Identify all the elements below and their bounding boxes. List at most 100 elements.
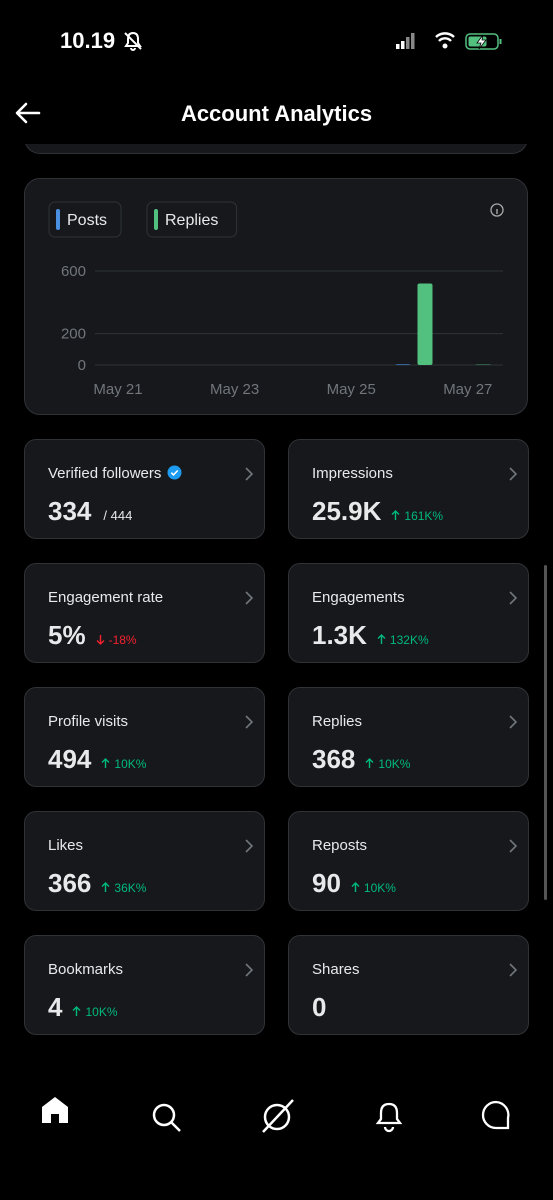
back-button[interactable] (14, 101, 42, 125)
change-arrow (101, 758, 110, 768)
stat-value: 90 10K% (312, 868, 396, 899)
stat-change: 10K% (365, 757, 410, 771)
chevron (245, 591, 254, 605)
legend-swatch (154, 209, 158, 230)
stat-total: / 444 (103, 508, 133, 523)
y-tick-label: 600 (61, 263, 86, 280)
change-text: 36K% (114, 881, 147, 895)
arrow-path (96, 635, 105, 645)
change-arrow (101, 882, 110, 892)
chevron (509, 715, 518, 729)
stat-card[interactable]: Profile visits 494 10K% (24, 687, 265, 787)
stat-card[interactable]: Engagements 1.3K 132K% (288, 563, 529, 663)
stat-card[interactable]: Verified followers 334 / 444 (24, 439, 265, 539)
stat-number: 4 (48, 992, 63, 1022)
change-arrow (72, 1006, 81, 1016)
stat-label: Shares (312, 961, 360, 978)
bottom-nav (42, 1097, 510, 1133)
arrow-path (365, 758, 374, 768)
chevron (509, 591, 518, 605)
stat-number: 494 (48, 744, 92, 774)
stat-card[interactable]: Reposts 90 10K% (288, 811, 529, 911)
header-title: Account Analytics (180, 101, 373, 126)
change-text: 10K% (363, 881, 396, 895)
chevron (245, 963, 254, 977)
change-text: 161K% (404, 509, 444, 523)
stat-number: 90 (312, 868, 341, 898)
stat-value: 368 10K% (312, 744, 410, 775)
change-arrow (351, 882, 360, 892)
stat-card[interactable]: Likes 366 36K% (24, 811, 265, 911)
legend-label: Replies (165, 212, 218, 229)
chevron (245, 467, 254, 481)
bar (395, 364, 411, 365)
change-arrow (391, 510, 400, 520)
arrow-path (101, 758, 110, 768)
stat-change: 10K% (351, 881, 396, 895)
stat-label: Profile visits (48, 713, 129, 730)
stat-number: 366 (48, 868, 92, 898)
y-tick-label: 0 (78, 357, 86, 374)
stat-card[interactable]: Shares 0 (288, 935, 529, 1035)
legend-box (48, 201, 122, 238)
stat-label: Bookmarks (48, 961, 124, 978)
change-text: 132K% (389, 633, 429, 647)
arrow-path (377, 634, 386, 644)
stat-label: Impressions (312, 465, 393, 482)
change-arrow (96, 635, 105, 645)
chart-card: Posts Replies 0 200 600 May 21 May 23 May 25 May… (24, 178, 528, 415)
stat-number: 368 (312, 744, 356, 774)
x-tick-label: May 27 (443, 381, 492, 398)
stat-change: 161K% (391, 509, 443, 523)
stat-card[interactable]: Engagement rate 5% -18% (24, 563, 265, 663)
change-text: 10K% (85, 1005, 118, 1019)
chevron (509, 963, 518, 977)
chevron-path (509, 467, 518, 481)
chevron (245, 715, 254, 729)
stat-label: Likes (48, 837, 84, 854)
chevron-path (509, 963, 518, 977)
chart: Posts Replies 0 200 600 May 21 May 23 May 25 May… (48, 201, 504, 398)
stat-number: 334 (48, 496, 92, 526)
stat-change: 10K% (101, 757, 146, 771)
scrollbar (544, 565, 547, 900)
stat-change: -18% (96, 633, 137, 647)
home-tab[interactable] (42, 1097, 68, 1123)
stat-label: Verified followers (48, 465, 182, 482)
stat-card[interactable]: Bookmarks 4 10K% (24, 935, 265, 1035)
chevron-path (245, 839, 254, 853)
stat-value: 25.9K 161K% (312, 496, 443, 527)
notifications-tab[interactable] (375, 1102, 403, 1133)
stat-value: 494 10K% (48, 744, 146, 775)
verified-badge (167, 465, 182, 480)
badge-check (171, 469, 179, 477)
chevron-path (245, 715, 254, 729)
grok-tab[interactable] (262, 1099, 294, 1133)
change-text: -18% (108, 633, 137, 647)
change-arrow (365, 758, 374, 768)
stat-value: 4 10K% (48, 992, 118, 1023)
chevron (509, 839, 518, 853)
legend-swatch (56, 209, 60, 230)
stat-card[interactable]: Impressions 25.9K 161K% (288, 439, 529, 539)
legend-box (146, 201, 238, 238)
messages-tab[interactable] (481, 1100, 510, 1130)
stat-value: 5% -18% (48, 620, 137, 651)
arrow-path (351, 882, 360, 892)
stat-value: 1.3K 132K% (312, 620, 429, 651)
badge-circle (167, 465, 182, 480)
chevron-path (245, 963, 254, 977)
stat-card[interactable]: Replies 368 10K% (288, 687, 529, 787)
search-tab[interactable] (152, 1103, 181, 1132)
stat-change: 10K% (72, 1005, 118, 1019)
stat-label: Reposts (312, 837, 368, 854)
stat-value: 0 (312, 992, 326, 1023)
stat-label: Engagements (312, 589, 405, 606)
stat-number: 0 (312, 992, 327, 1022)
stat-number: 5% (48, 620, 86, 650)
bar (417, 283, 433, 365)
chevron (245, 839, 254, 853)
arrow-path (391, 510, 400, 520)
stat-value: 334 / 444 (48, 496, 132, 527)
